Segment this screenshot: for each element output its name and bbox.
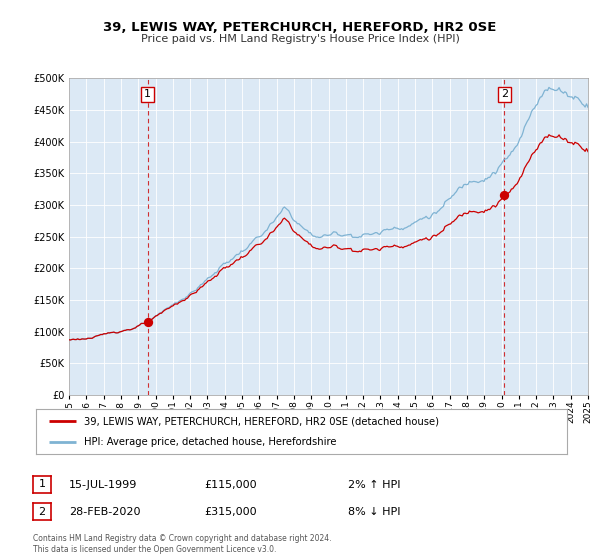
Text: 1: 1 [38,479,46,489]
Point [143,318,152,326]
Text: 1: 1 [144,90,151,100]
Text: Price paid vs. HM Land Registry's House Price Index (HPI): Price paid vs. HM Land Registry's House … [140,34,460,44]
Text: 28-FEB-2020: 28-FEB-2020 [69,507,140,517]
Text: 39, LEWIS WAY, PETERCHURCH, HEREFORD, HR2 0SE (detached house): 39, LEWIS WAY, PETERCHURCH, HEREFORD, HR… [84,416,439,426]
Text: HPI: Average price, detached house, Herefordshire: HPI: Average price, detached house, Here… [84,437,336,447]
Text: £315,000: £315,000 [204,507,257,517]
Text: 8% ↓ HPI: 8% ↓ HPI [348,507,401,517]
Text: 2% ↑ HPI: 2% ↑ HPI [348,480,401,490]
Text: 39, LEWIS WAY, PETERCHURCH, HEREFORD, HR2 0SE: 39, LEWIS WAY, PETERCHURCH, HEREFORD, HR… [103,21,497,34]
Text: 2: 2 [38,507,46,517]
Text: Contains HM Land Registry data © Crown copyright and database right 2024.
This d: Contains HM Land Registry data © Crown c… [33,534,331,554]
Text: 2: 2 [501,90,508,100]
Point [499,191,509,200]
Text: £115,000: £115,000 [204,480,257,490]
Text: 15-JUL-1999: 15-JUL-1999 [69,480,137,490]
